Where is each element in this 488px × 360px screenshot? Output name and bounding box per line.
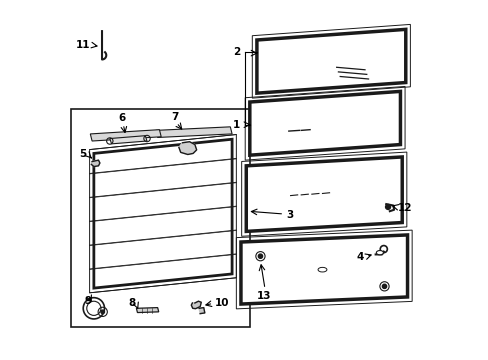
Text: 12: 12 — [397, 203, 411, 213]
Text: 5: 5 — [80, 149, 86, 159]
Polygon shape — [179, 142, 196, 154]
Polygon shape — [199, 307, 204, 314]
Circle shape — [382, 284, 386, 288]
Polygon shape — [191, 301, 201, 309]
Polygon shape — [94, 139, 232, 288]
Text: 4: 4 — [356, 252, 364, 262]
Polygon shape — [90, 130, 161, 141]
Text: 1: 1 — [232, 120, 240, 130]
Text: 13: 13 — [256, 291, 271, 301]
Ellipse shape — [376, 251, 383, 255]
Ellipse shape — [317, 267, 326, 272]
Text: 11: 11 — [76, 40, 90, 50]
Polygon shape — [256, 30, 405, 93]
Text: 6: 6 — [119, 113, 125, 123]
Bar — [71, 109, 249, 327]
Polygon shape — [110, 136, 147, 144]
Circle shape — [258, 254, 262, 258]
Circle shape — [101, 310, 104, 314]
Circle shape — [385, 204, 390, 210]
Text: 8: 8 — [128, 298, 135, 308]
Text: 9: 9 — [84, 296, 91, 306]
Polygon shape — [91, 160, 100, 167]
Polygon shape — [156, 127, 232, 138]
Text: 3: 3 — [286, 211, 293, 220]
Text: 10: 10 — [214, 298, 228, 309]
Polygon shape — [136, 307, 159, 312]
Polygon shape — [241, 235, 407, 304]
Polygon shape — [246, 157, 402, 231]
Text: 7: 7 — [171, 112, 179, 122]
Polygon shape — [249, 91, 400, 155]
Text: 2: 2 — [232, 48, 240, 57]
